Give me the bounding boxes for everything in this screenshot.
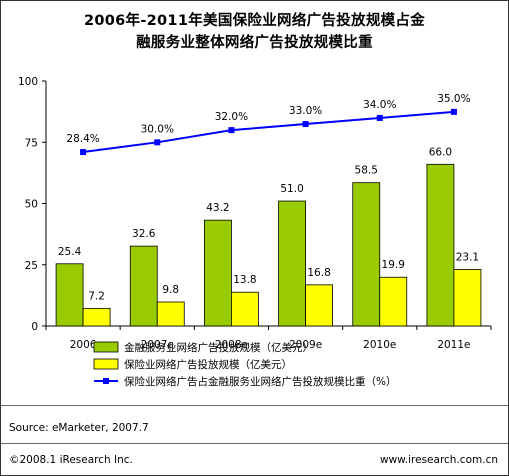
x-tick-label: 2011e: [437, 339, 470, 351]
legend-label-insurance: 保险业网络广告投放规模（亿美元）: [124, 358, 292, 371]
data-label-share: 34.0%: [363, 99, 396, 111]
share-line-point: [154, 139, 161, 146]
y-tick-label: 50: [25, 199, 38, 211]
bar-insurance: [305, 284, 333, 327]
legend-label-financial: 金融服务业网络广告投放规模（亿美元）: [124, 341, 313, 354]
bar-insurance: [231, 291, 259, 327]
bar-financial-services: [352, 182, 381, 327]
website-text: www.iresearch.com.cn: [379, 454, 498, 466]
bar-financial-services: [129, 245, 158, 327]
x-tick-label: 2007e: [141, 339, 174, 351]
y-tick-label: 0: [31, 321, 38, 333]
bar-insurance: [156, 301, 185, 327]
share-line-point: [450, 108, 457, 115]
chart-title-line2: 融服务业整体网络广告投放规模比重: [136, 35, 373, 51]
bar-financial-services: [55, 263, 84, 327]
data-label-insurance: 16.8: [307, 267, 330, 279]
bar-insurance: [453, 269, 482, 327]
x-tick-label: 2010e: [363, 339, 396, 351]
bar-financial-services: [204, 219, 232, 327]
chart-title-line1: 2006年-2011年美国保险业网络广告投放规模占金: [83, 13, 426, 29]
x-tick-label: 2006: [70, 339, 97, 351]
copyright-text: ©2008.1 iResearch Inc.: [9, 454, 133, 466]
data-label-financial: 25.4: [58, 246, 82, 258]
footer-divider-top: [1, 405, 508, 406]
data-label-financial: 43.2: [206, 202, 229, 214]
bar-insurance: [82, 307, 111, 327]
x-tick-label: 2009e: [289, 339, 322, 351]
data-label-insurance: 7.2: [88, 290, 105, 302]
share-line-point: [302, 121, 309, 128]
data-label-share: 35.0%: [437, 93, 470, 105]
data-label-financial: 51.0: [280, 183, 303, 195]
data-label-financial: 66.0: [429, 146, 452, 158]
footer-divider-bottom: [1, 443, 508, 444]
share-line-point: [80, 149, 87, 156]
bar-financial-services: [426, 163, 455, 327]
data-label-share: 33.0%: [289, 105, 322, 117]
data-label-financial: 58.5: [355, 165, 378, 177]
share-line-point: [376, 114, 383, 121]
data-label-share: 30.0%: [141, 123, 174, 135]
data-label-insurance: 19.9: [382, 259, 405, 271]
y-tick-label: 25: [25, 260, 38, 272]
y-tick-label: 100: [18, 76, 38, 88]
legend-label-share: 保险业网络广告占金融服务业网络广告投放规模比重（%）: [124, 375, 396, 388]
legend-swatch-share-marker: [103, 378, 109, 384]
data-label-financial: 32.6: [132, 228, 156, 240]
x-tick-label: 2008e: [215, 339, 248, 351]
data-label-insurance: 23.1: [456, 251, 479, 263]
y-tick-label: 75: [25, 137, 38, 149]
data-label-share: 28.4%: [66, 133, 99, 145]
bar-insurance: [379, 276, 408, 327]
legend-swatch-financial: [93, 341, 119, 353]
source-note: Source: eMarketer, 2007.7: [9, 422, 149, 434]
data-label-share: 32.0%: [215, 111, 248, 123]
legend-swatch-insurance: [93, 358, 119, 370]
data-label-insurance: 9.8: [162, 284, 179, 296]
data-label-insurance: 13.8: [233, 274, 256, 286]
share-line-point: [228, 127, 235, 134]
share-line: [82, 110, 454, 154]
bar-financial-services: [278, 200, 306, 327]
